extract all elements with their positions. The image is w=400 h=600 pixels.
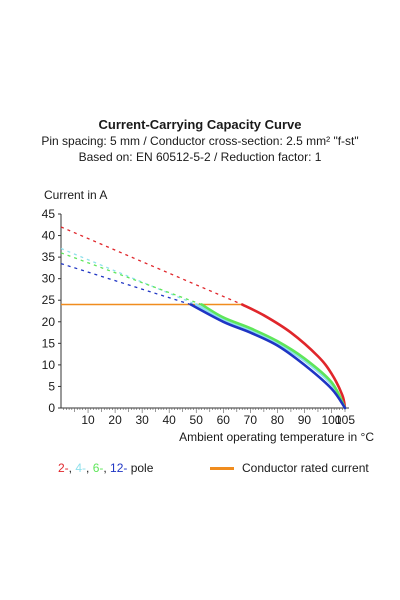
legend-pole-12: 12-	[110, 461, 128, 475]
y-tick-label: 45	[42, 207, 56, 221]
y-tick-label: 35	[42, 250, 56, 264]
legend-sep-2: ,	[86, 461, 93, 475]
x-tick-label: 70	[244, 413, 258, 427]
chart-subtitle-1: Pin spacing: 5 mm / Conductor cross-sect…	[41, 134, 359, 148]
x-tick-label: 100	[321, 413, 341, 427]
x-tick-label: 40	[163, 413, 177, 427]
x-tick-label: 50	[190, 413, 204, 427]
legend-pole-4: 4-	[75, 461, 87, 475]
y-tick-label: 30	[42, 272, 56, 286]
legend-rated: Conductor rated current	[210, 461, 369, 475]
legend-pole-6: 6-	[92, 461, 104, 475]
y-tick-label: 5	[48, 379, 55, 393]
legend-rated-swatch	[210, 466, 234, 470]
y-axis-label: Current in A	[44, 188, 108, 202]
legend-sep-1: ,	[68, 461, 76, 475]
x-axis-label: Ambient operating temperature in °C	[179, 430, 374, 444]
series-2-curve	[240, 303, 347, 410]
y-tick-label: 40	[42, 229, 56, 243]
chart-heading: Current-Carrying Capacity Curve Pin spac…	[0, 116, 400, 165]
x-tick-label: 105	[335, 413, 355, 427]
series-4-dashed	[60, 247, 197, 306]
x-tick-label: 90	[298, 413, 312, 427]
series-2-dashed	[60, 226, 243, 306]
x-tick-label: 80	[271, 413, 285, 427]
y-tick-label: 10	[42, 358, 56, 372]
legend-pole-suffix: pole	[127, 461, 154, 475]
x-tick-label: 60	[217, 413, 231, 427]
x-tick-label: 30	[135, 413, 149, 427]
x-tick-label: 20	[108, 413, 122, 427]
y-tick-label: 20	[42, 315, 56, 329]
chart-title: Current-Carrying Capacity Curve	[98, 117, 302, 132]
series-12-dashed	[60, 262, 192, 306]
legend-pole-2: 2-	[58, 461, 69, 475]
legend-pole: 2-, 4-, 6-, 12- pole	[58, 461, 153, 475]
y-tick-label: 25	[42, 293, 56, 307]
series-6-dashed	[60, 252, 202, 306]
series-4-curve	[194, 303, 347, 410]
chart-subtitle-2: Based on: EN 60512-5-2 / Reduction facto…	[78, 150, 322, 164]
legend-sep-3: ,	[103, 461, 111, 475]
y-tick-label: 15	[42, 336, 56, 350]
series-6-curve	[200, 303, 347, 410]
series-12-curve	[189, 303, 347, 410]
y-tick-label: 0	[48, 401, 55, 415]
x-tick-label: 10	[81, 413, 95, 427]
legend-rated-label: Conductor rated current	[242, 461, 369, 475]
